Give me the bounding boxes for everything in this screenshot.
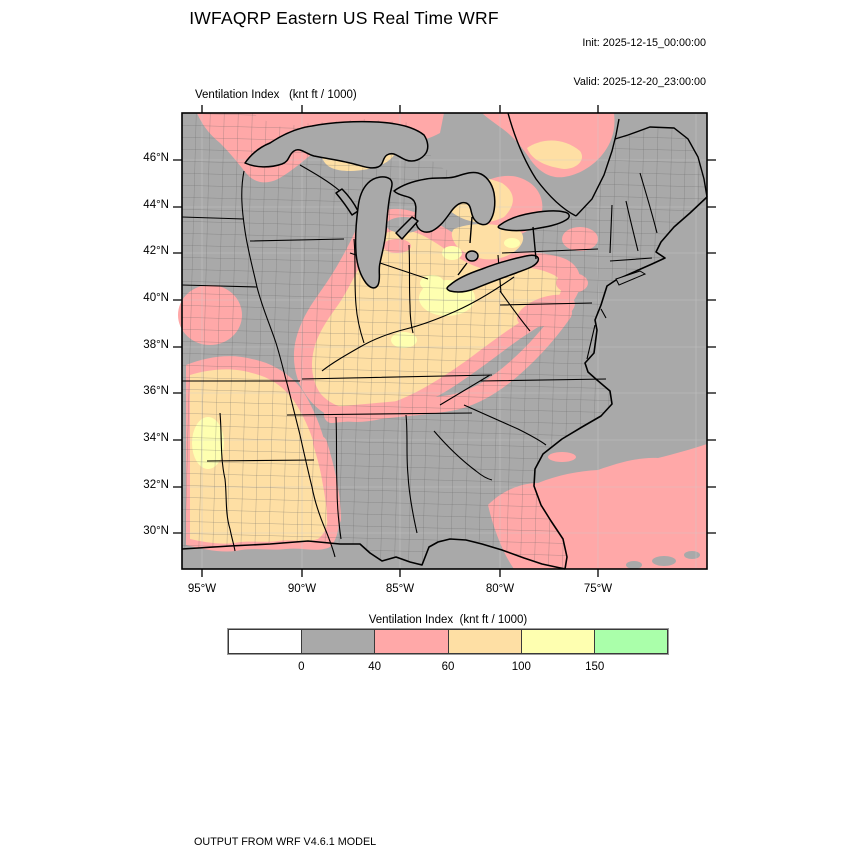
canada-borders [457, 112, 708, 276]
colorbar-segment [228, 629, 302, 654]
green-bay [335, 188, 359, 216]
init-time-label: Init: 2025-12-15_00:00:00 [582, 37, 706, 49]
lat-tick-label: 34°N [143, 432, 169, 444]
colorbar-segment [593, 629, 669, 654]
colorbar-tick-label: 150 [585, 661, 605, 673]
model-info-line1: OUTPUT FROM WRF V4.6.1 MODEL [194, 836, 377, 848]
lake-superior [244, 120, 429, 169]
map-canvas [173, 105, 716, 577]
colorbar-tick-label: 40 [368, 661, 382, 673]
colorbar-segment [447, 629, 521, 654]
lake-ontario [497, 210, 570, 232]
great-lakes [244, 120, 570, 293]
lake-michigan [354, 176, 393, 289]
lat-tick-label: 32°N [143, 479, 169, 491]
atlantic-coastline [533, 196, 708, 570]
axis-ticks [173, 105, 716, 577]
run-times: Init: 2025-12-15_00:00:00 Valid: 2025-12… [500, 11, 706, 115]
colorbar-tick-label: 0 [298, 661, 305, 673]
lat-tick-label: 38°N [143, 339, 169, 351]
plot-title: IWFAQRP Eastern US Real Time WRF [189, 8, 499, 28]
lon-tick-label: 85°W [385, 583, 415, 595]
colorbar-segment [374, 629, 448, 654]
model-info: OUTPUT FROM WRF V4.6.1 MODEL WE = 310 ; … [194, 809, 619, 850]
lat-tick-label: 40°N [143, 292, 169, 304]
lat-tick-label: 36°N [143, 385, 169, 397]
map-border [181, 112, 708, 570]
long-island [615, 270, 647, 286]
colorbar-tick-label: 100 [511, 661, 531, 673]
lon-tick-label: 90°W [287, 583, 317, 595]
lon-tick-label: 95°W [187, 583, 217, 595]
field-label: Ventilation Index (knt ft / 1000) [195, 89, 357, 101]
gulf-coastline [181, 538, 566, 570]
colorbar-title: Ventilation Index (knt ft / 1000) [368, 614, 528, 626]
lat-tick-label: 46°N [143, 152, 169, 164]
lat-tick-label: 44°N [143, 199, 169, 211]
colorbar-segment [520, 629, 594, 654]
colorbar-tick-label: 60 [441, 661, 455, 673]
colorbar [227, 628, 669, 655]
lat-tick-label: 30°N [143, 525, 169, 537]
lat-tick-label: 42°N [143, 245, 169, 257]
lon-tick-label: 75°W [583, 583, 613, 595]
colorbar-segment [301, 629, 375, 654]
map-frame [173, 105, 716, 577]
lon-tick-label: 80°W [485, 583, 515, 595]
state-borders [181, 164, 658, 558]
lake-erie [446, 254, 540, 293]
valid-time-label: Valid: 2025-12-20_23:00:00 [573, 76, 706, 88]
lake-st-clair [465, 250, 479, 262]
saginaw-bay [395, 216, 419, 240]
